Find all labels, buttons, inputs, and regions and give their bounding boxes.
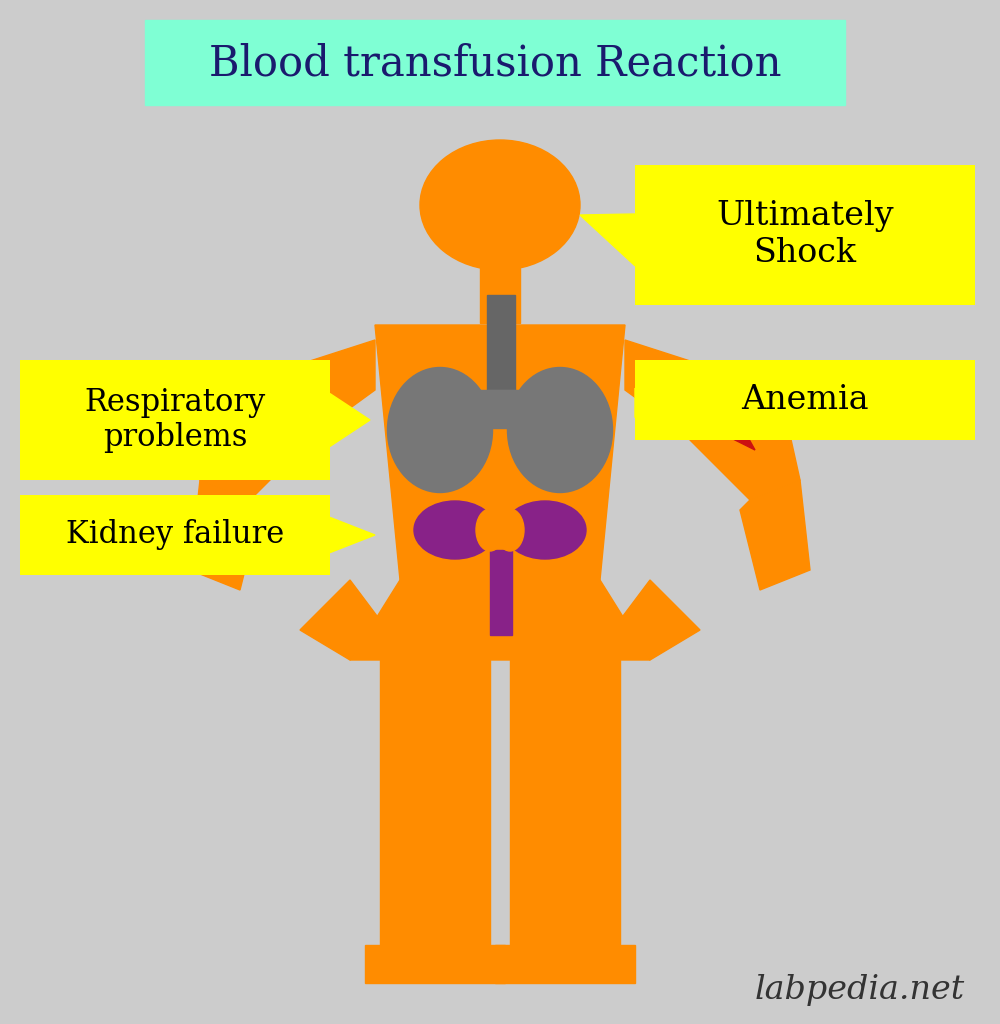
FancyBboxPatch shape [635, 165, 975, 305]
Polygon shape [660, 365, 755, 450]
Polygon shape [740, 480, 810, 590]
Ellipse shape [504, 501, 586, 559]
Polygon shape [200, 340, 375, 500]
Ellipse shape [508, 368, 612, 493]
Text: Kidney failure: Kidney failure [66, 519, 284, 551]
Bar [495, 945, 635, 983]
Bar [487, 295, 515, 415]
Ellipse shape [414, 501, 496, 559]
Ellipse shape [476, 509, 504, 551]
Bar [440, 390, 560, 412]
Polygon shape [635, 388, 638, 418]
Bar [490, 550, 512, 635]
Text: labpedia.net: labpedia.net [755, 974, 965, 1006]
Bar [480, 268, 520, 323]
FancyBboxPatch shape [145, 20, 845, 105]
Polygon shape [350, 580, 650, 660]
Bar [380, 660, 490, 945]
Ellipse shape [388, 368, 492, 493]
Bar [455, 519, 545, 541]
Text: Respiratory
problems: Respiratory problems [84, 387, 266, 454]
Text: Ultimately
Shock: Ultimately Shock [716, 201, 894, 269]
Polygon shape [300, 580, 380, 660]
Ellipse shape [496, 509, 524, 551]
FancyBboxPatch shape [20, 495, 330, 575]
Polygon shape [625, 340, 800, 500]
Polygon shape [330, 393, 370, 446]
Ellipse shape [420, 140, 580, 270]
Polygon shape [330, 517, 375, 553]
Text: Blood transfusion Reaction: Blood transfusion Reaction [209, 42, 781, 84]
Bar [487, 390, 515, 428]
Polygon shape [620, 580, 700, 660]
Polygon shape [375, 325, 625, 580]
FancyBboxPatch shape [20, 360, 330, 480]
Text: Anemia: Anemia [741, 384, 869, 416]
Polygon shape [580, 214, 635, 266]
Bar [510, 660, 620, 945]
FancyBboxPatch shape [635, 360, 975, 440]
Polygon shape [190, 480, 260, 590]
Bar [365, 945, 505, 983]
